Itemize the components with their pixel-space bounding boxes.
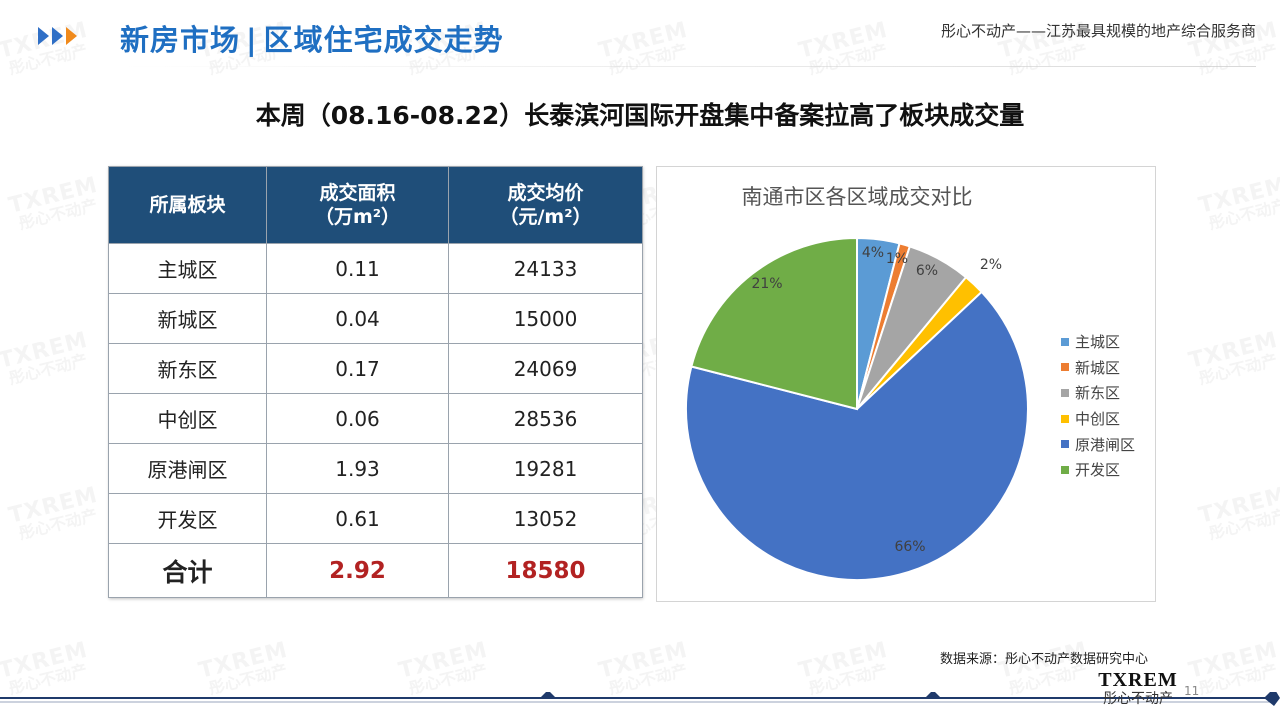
legend-item: 开发区: [1061, 457, 1135, 483]
legend-swatch: [1061, 337, 1069, 346]
cell-price: 28536: [448, 393, 643, 444]
legend-swatch: [1061, 414, 1069, 423]
header-area: 成交面积 （万m²）: [266, 166, 449, 244]
transaction-table: 所属板块 成交面积 （万m²） 成交均价 （元/m²） 主城区 0.11 24133…: [108, 166, 643, 598]
logo-chinese-name: 彤心不动产: [1103, 691, 1173, 707]
legend-label: 新城区: [1075, 358, 1121, 377]
chevron-arrows-icon: [38, 27, 80, 45]
legend-label: 新东区: [1075, 384, 1121, 403]
cell-district: 主城区: [108, 243, 267, 294]
table-row: 中创区 0.06 28536: [108, 393, 643, 444]
total-label: 合计: [108, 543, 267, 598]
footer-decoration: [0, 692, 1280, 706]
data-source-note: 数据来源：彤心不动产数据研究中心: [939, 652, 1148, 667]
pie-data-label: 2%: [980, 257, 1002, 273]
legend-item: 新城区: [1061, 355, 1135, 381]
chart-legend: 主城区新城区新东区中创区原港闸区开发区: [1061, 329, 1135, 483]
header-divider: [120, 66, 1256, 67]
slide-header: 新房市场 | 区域住宅成交走势 彤心不动产——江苏最具规模的地产综合服务商: [0, 0, 1280, 78]
cell-district: 新东区: [108, 343, 267, 394]
cell-area: 0.17: [266, 343, 449, 394]
total-area: 2.92: [266, 543, 449, 598]
legend-swatch: [1061, 388, 1069, 397]
pie-chart: 4% 1% 6% 2% 66% 21%: [685, 236, 1029, 581]
table-row: 原港闸区 1.93 19281: [108, 443, 643, 494]
cell-price: 13052: [448, 493, 643, 544]
chart-title: 南通市区各区域成交对比: [741, 185, 973, 209]
legend-label: 中创区: [1075, 410, 1121, 429]
pie-data-label: 4%: [862, 245, 884, 261]
cell-district: 中创区: [108, 393, 267, 444]
cell-price: 19281: [448, 443, 643, 494]
legend-item: 原港闸区: [1061, 431, 1135, 457]
table-total-row: 合计 2.92 18580: [108, 543, 643, 598]
header-price: 成交均价 （元/m²）: [448, 166, 643, 244]
pie-data-label: 6%: [916, 263, 938, 279]
legend-label: 原港闸区: [1075, 435, 1136, 454]
cell-price: 24069: [448, 343, 643, 394]
company-tagline: 彤心不动产——江苏最具规模的地产综合服务商: [940, 22, 1256, 40]
table-row: 新东区 0.17 24069: [108, 343, 643, 394]
cell-area: 0.11: [266, 243, 449, 294]
cell-area: 1.93: [266, 443, 449, 494]
legend-item: 新东区: [1061, 380, 1135, 406]
company-logo: TXREM 彤心不动产: [1098, 670, 1178, 708]
table-row: 开发区 0.61 13052: [108, 493, 643, 544]
page-number: 11: [1184, 684, 1200, 698]
section-title: 新房市场 | 区域住宅成交走势: [120, 17, 504, 59]
logo-mark: TXREM: [1098, 669, 1178, 691]
header-district: 所属板块: [108, 166, 267, 244]
pie-data-label: 21%: [751, 276, 782, 292]
cell-area: 0.06: [266, 393, 449, 444]
total-price: 18580: [448, 543, 643, 598]
cell-district: 开发区: [108, 493, 267, 544]
pie-slice-6: [690, 236, 858, 411]
pie-slice-5: [685, 290, 1029, 581]
legend-item: 中创区: [1061, 406, 1135, 432]
table-header-row: 所属板块 成交面积 （万m²） 成交均价 （元/m²）: [108, 166, 643, 244]
table-row: 新城区 0.04 15000: [108, 293, 643, 344]
cell-area: 0.04: [266, 293, 449, 344]
legend-swatch: [1061, 465, 1069, 474]
slide-subtitle: 本周（08.16-08.22）长泰滨河国际开盘集中备案拉高了板块成交量: [255, 101, 1025, 130]
pie-chart-panel: 南通市区各区域成交对比 4% 1% 6% 2% 66% 21% 主城区新城区新东区中创区原…: [656, 166, 1156, 602]
pie-data-label: 66%: [894, 539, 925, 555]
legend-label: 主城区: [1075, 333, 1121, 352]
cell-district: 原港闸区: [108, 443, 267, 494]
legend-swatch: [1061, 363, 1069, 372]
table-row: 主城区 0.11 24133: [108, 243, 643, 294]
section-title-left: 新房市场: [120, 23, 241, 57]
pie-data-label: 1%: [886, 251, 908, 267]
data-table: 所属板块 成交面积 （万m²） 成交均价 （元/m²） 主城区 0.11 24133…: [108, 166, 643, 598]
cell-price: 24133: [448, 243, 643, 294]
cell-price: 15000: [448, 293, 643, 344]
cell-area: 0.61: [266, 493, 449, 544]
section-title-right: 区域住宅成交走势: [263, 23, 504, 57]
legend-label: 开发区: [1075, 461, 1121, 480]
title-separator: |: [246, 23, 258, 57]
cell-district: 新城区: [108, 293, 267, 344]
legend-swatch: [1061, 440, 1069, 449]
legend-item: 主城区: [1061, 329, 1135, 355]
